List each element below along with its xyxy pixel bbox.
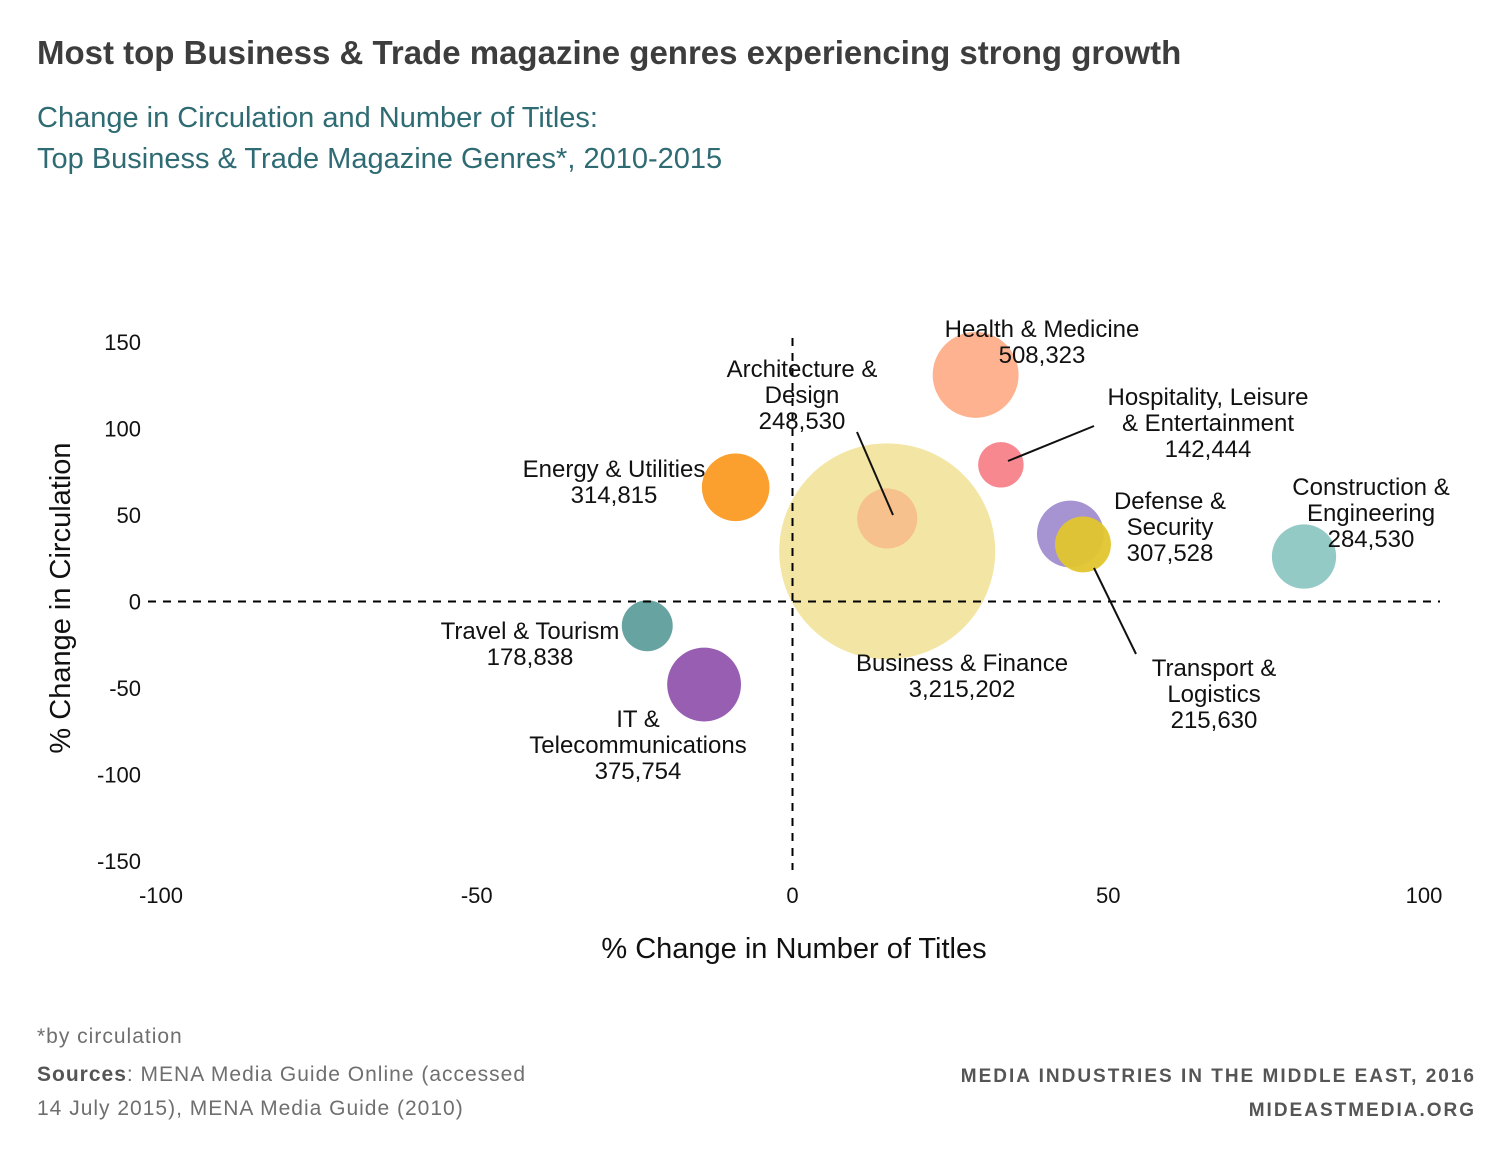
- axes-layer: [148, 338, 1440, 870]
- bubble-name-label: Travel & Tourism: [441, 618, 620, 645]
- bubble-hospitality-leisure-entertainment: [978, 442, 1024, 488]
- y-axis-label: % Change in Circulation: [45, 442, 77, 753]
- bubble-value-label: 3,215,202: [909, 676, 1016, 703]
- bubble-name-label: Telecommunications: [529, 732, 746, 759]
- x-axis-label: % Change in Number of Titles: [601, 933, 986, 965]
- bubble-name-label: Design: [765, 382, 840, 409]
- bubble-value-label: 178,838: [487, 644, 574, 671]
- leader-lines-layer: [856, 425, 1137, 655]
- subtitle-line-2: Top Business & Trade Magazine Genres*, 2…: [37, 143, 723, 175]
- bubble-value-label: 375,754: [595, 758, 682, 785]
- leader-line: [1093, 567, 1137, 655]
- y-tick-label: 150: [104, 330, 141, 355]
- sources-label: Sources: [37, 1063, 127, 1086]
- bubble-value-label: 508,323: [999, 342, 1086, 369]
- y-tick-label: -100: [97, 763, 141, 788]
- tick-labels-layer: -100 -50 0 50 100 150 100 50 0 -50 -100 -150: [97, 330, 1442, 908]
- sources-note: Sources: MENA Media Guide Online (access…: [37, 1058, 526, 1126]
- bubble-name-label: Business & Finance: [856, 650, 1068, 677]
- sources-line-2: 14 July 2015), MENA Media Guide (2010): [37, 1097, 464, 1120]
- subtitle-line-1: Change in Circulation and Number of Titl…: [37, 102, 598, 134]
- leader-line: [1007, 425, 1095, 462]
- bubble-name-label: Defense &: [1114, 488, 1226, 515]
- bubble-value-label: 215,630: [1171, 707, 1258, 734]
- bubble-value-label: 307,528: [1127, 540, 1214, 567]
- bubble-travel-tourism: [621, 600, 673, 652]
- brand-line-2: MIDEASTMEDIA.ORG: [1248, 1100, 1476, 1121]
- y-tick-label: 100: [104, 417, 141, 442]
- bubble-name-label: Construction &: [1292, 474, 1449, 501]
- bubble-name-label: Health & Medicine: [945, 316, 1140, 343]
- brand-line-1: MEDIA INDUSTRIES IN THE MIDDLE EAST, 201…: [960, 1066, 1476, 1087]
- x-tick-label: -100: [139, 883, 183, 908]
- bubble-name-label: Security: [1127, 514, 1214, 541]
- x-tick-label: 0: [786, 883, 798, 908]
- bubble-value-label: 284,530: [1328, 526, 1415, 553]
- y-tick-label: 50: [117, 503, 141, 528]
- bubble-name-label: Engineering: [1307, 500, 1435, 527]
- bubble-value-label: 142,444: [1165, 436, 1252, 463]
- bubble-chart: -100 -50 0 50 100 150 100 50 0 -50 -100 -150 Busine…: [45, 316, 1450, 965]
- bubble-value-label: 248,530: [759, 408, 846, 435]
- leader-line: [856, 431, 894, 516]
- bubble-name-label: Energy & Utilities: [523, 456, 706, 483]
- brand-credit: MEDIA INDUSTRIES IN THE MIDDLE EAST, 201…: [961, 1060, 1476, 1128]
- bubble-health-medicine: [932, 331, 1019, 418]
- sources-line-1: : MENA Media Guide Online (accessed: [126, 1063, 527, 1086]
- y-tick-label: 0: [129, 590, 141, 615]
- bubble-name-label: Hospitality, Leisure: [1108, 384, 1309, 411]
- chart-title: Most top Business & Trade magazine genre…: [37, 34, 1182, 71]
- bubble-construction-engineering: [1271, 524, 1337, 589]
- x-tick-label: 100: [1406, 883, 1443, 908]
- bubble-architecture-design: [857, 488, 918, 549]
- x-tick-label: -50: [461, 883, 493, 908]
- bubble-name-label: Logistics: [1167, 681, 1260, 708]
- bubble-it-telecommunications: [667, 647, 742, 722]
- chart-subtitle: Change in Circulation and Number of Titl…: [37, 98, 722, 180]
- bubble-energy-utilities: [701, 453, 770, 522]
- bubble-transport-logistics: [1055, 516, 1111, 573]
- bubble-business-finance: [779, 443, 996, 660]
- bubble-name-label: IT &: [616, 706, 660, 733]
- bubble-name-label: & Entertainment: [1122, 410, 1294, 437]
- y-tick-label: -50: [109, 676, 141, 701]
- x-tick-label: 50: [1096, 883, 1120, 908]
- bubble-name-label: Transport &: [1152, 655, 1277, 682]
- bubble-name-label: Architecture &: [727, 356, 878, 383]
- bubbles-layer: [621, 331, 1337, 722]
- bubble-value-label: 314,815: [571, 482, 658, 509]
- footnote: *by circulation: [37, 1025, 183, 1048]
- y-tick-label: -150: [97, 849, 141, 874]
